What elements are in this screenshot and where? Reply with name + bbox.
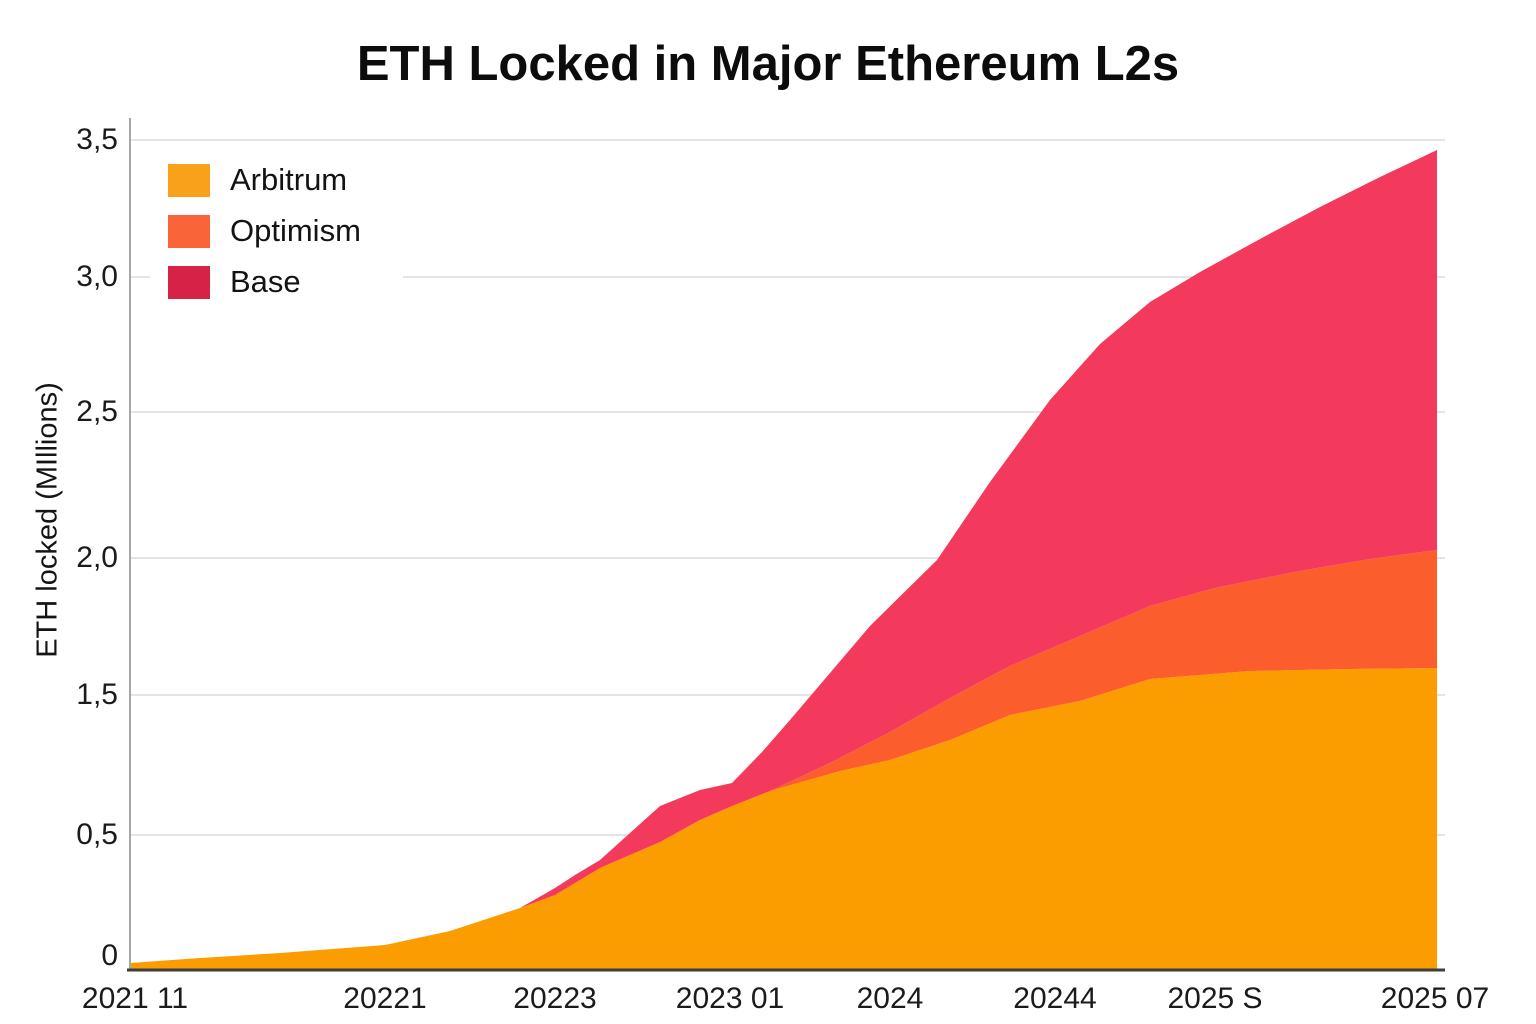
- x-tick-label: 20221: [343, 982, 427, 1015]
- base-area: [130, 150, 1437, 963]
- legend-label-base: Base: [230, 264, 301, 299]
- legend-item-arbitrum: Arbitrum: [168, 162, 361, 198]
- x-tick-label: 20244: [1013, 982, 1097, 1015]
- y-tick-label: 2,5: [76, 395, 118, 428]
- x-tick-label: 2023 01: [675, 982, 785, 1015]
- x-tick-label: 2025 S: [1167, 982, 1263, 1015]
- chart-title: ETH Locked in Major Ethereum L2s: [356, 37, 1180, 91]
- y-tick-label: 3,5: [76, 123, 118, 156]
- y-tick-label: 3,0: [76, 260, 118, 293]
- legend-item-optimism: Optimism: [168, 213, 361, 249]
- legend-item-base: Base: [168, 264, 361, 300]
- legend-label-optimism: Optimism: [230, 213, 361, 248]
- x-tick-label: 2025 07: [1380, 982, 1490, 1015]
- x-tick-label: 20223: [513, 982, 597, 1015]
- arbitrum-swatch-icon: [168, 163, 210, 197]
- optimism-area: [770, 550, 1437, 791]
- y-tick-label: 1,5: [76, 678, 118, 711]
- optimism-swatch-icon: [168, 214, 210, 248]
- legend-label-arbitrum: Arbitrum: [230, 162, 348, 197]
- y-tick-label: 0,5: [76, 818, 118, 851]
- x-tick-label: 2021 11: [81, 982, 189, 1015]
- x-tick-label: 2024: [856, 982, 924, 1015]
- arbitrum-area: [130, 668, 1437, 970]
- y-tick-label: 2,0: [76, 541, 118, 574]
- base-swatch-icon: [168, 265, 210, 299]
- legend: Arbitrum Optimism Base: [150, 150, 403, 317]
- y-tick-label: 0: [101, 939, 118, 972]
